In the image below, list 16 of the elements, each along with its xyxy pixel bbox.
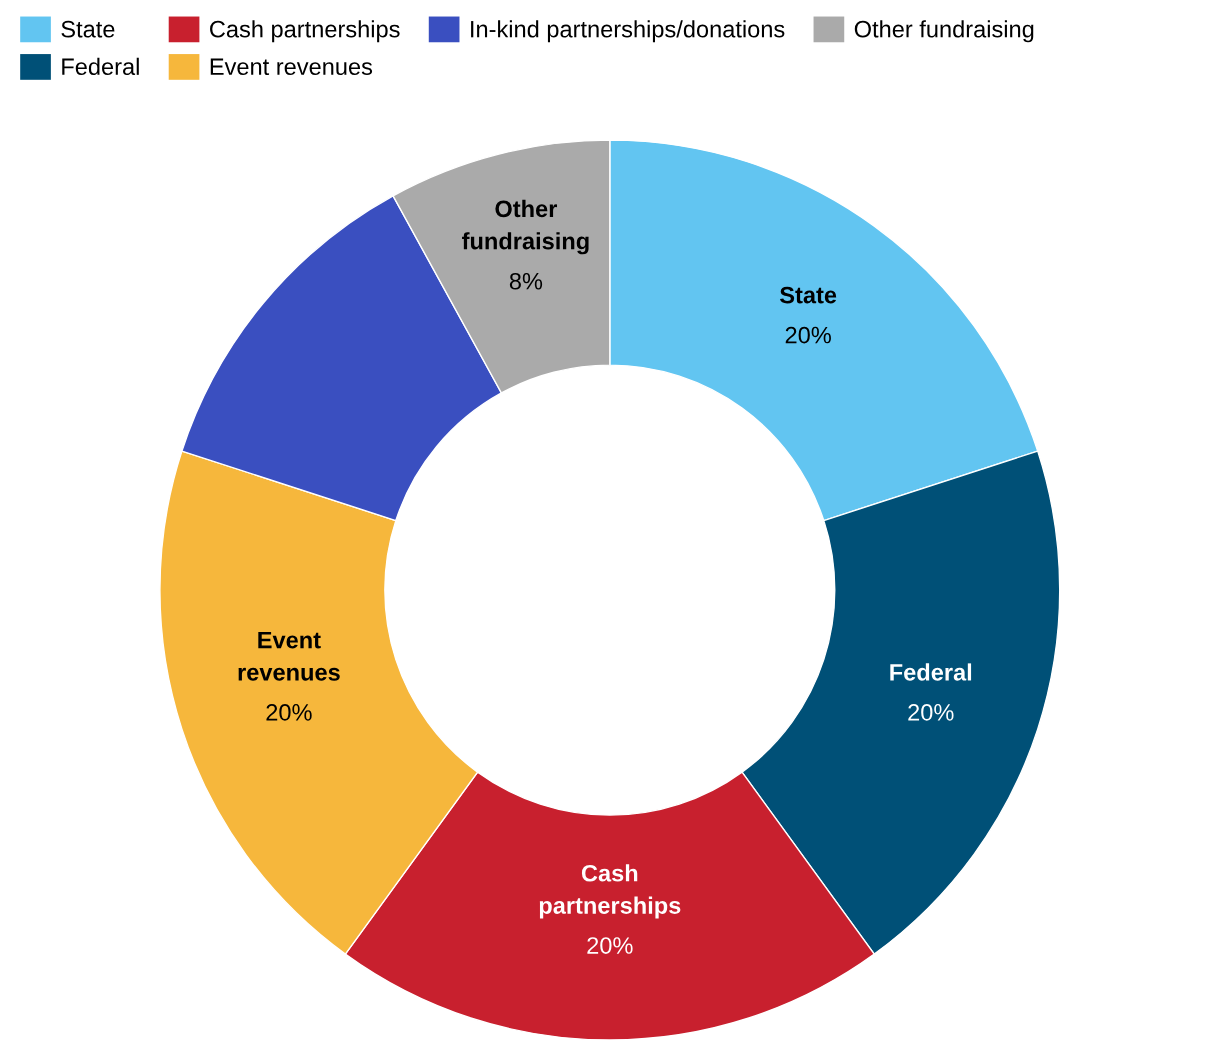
data-label: 20% [785,326,831,344]
legend-label: In-kind partnerships/donations [471,20,785,43]
legend-label: Other fundraising [854,20,1034,43]
legend-label: Cash partnerships [210,20,400,43]
slice-label: Other fundraising [462,199,589,255]
legend-label: State [61,20,115,38]
data-label: 8% [509,272,543,290]
slice-label: Event revenues [238,631,340,681]
data-label: 20% [908,704,954,721]
legend-label: Federal [62,57,139,76]
legend-label: Event revenues [210,58,373,76]
slice-label: State [779,286,837,304]
slice-label: Cash partnerships [539,864,681,919]
slice-label: Federal [890,663,972,681]
data-label: 20% [587,937,633,954]
data-label: 20% [266,704,312,721]
